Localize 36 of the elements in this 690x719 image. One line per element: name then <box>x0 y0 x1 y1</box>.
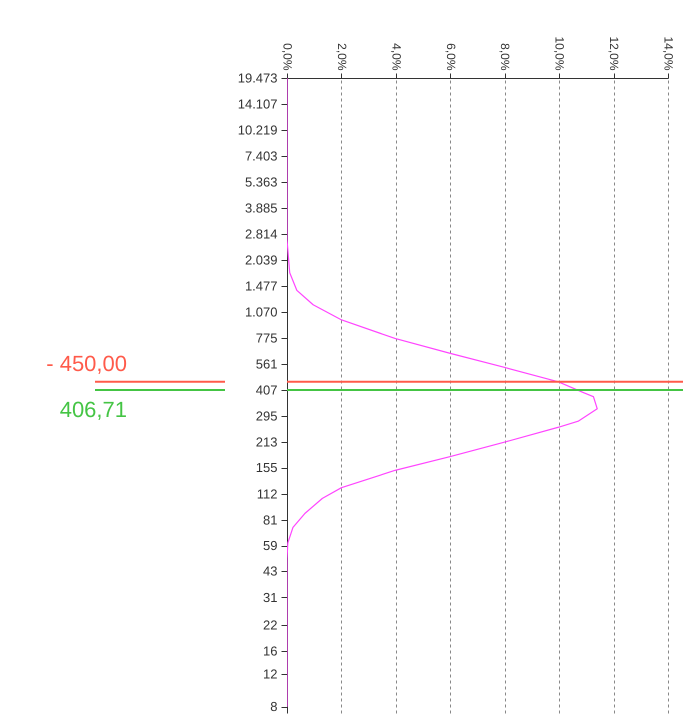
y-tick-label: 295 <box>256 408 278 424</box>
x-tick-label: 12,0% <box>607 36 622 71</box>
y-tick-label: 7.403 <box>244 148 278 164</box>
y-tick-label: 22 <box>263 618 278 633</box>
y-tick-label: 775 <box>256 330 278 346</box>
y-tick-label: 2.814 <box>244 226 278 242</box>
y-tick-label: 213 <box>256 434 278 450</box>
x-tick-label: 14,0% <box>662 36 676 71</box>
x-tick-label: 10,0% <box>552 36 567 71</box>
ref-line-label: 406,71 <box>60 396 127 422</box>
y-tick-label: 31 <box>263 590 278 605</box>
y-tick-label: 1.477 <box>244 278 278 294</box>
y-tick-label: 14.107 <box>238 96 278 112</box>
y-tick-label: 59 <box>263 538 278 554</box>
y-tick-label: 155 <box>256 460 278 476</box>
y-tick-label: 407 <box>256 382 278 398</box>
y-tick-label: 43 <box>263 564 278 579</box>
y-tick-label: 3.885 <box>244 200 278 216</box>
x-tick-label: 6,0% <box>444 43 458 71</box>
y-tick-label: 561 <box>256 356 278 372</box>
y-tick-label: 81 <box>263 512 278 528</box>
x-tick-label: 4,0% <box>389 43 404 71</box>
x-tick-label: 8,0% <box>498 43 512 71</box>
x-tick-label: 0,0% <box>280 43 294 71</box>
y-tick-label: 12 <box>263 666 278 682</box>
y-tick-label: 10.219 <box>238 122 278 138</box>
y-tick-label: 1.070 <box>244 304 278 320</box>
y-tick-label: 112 <box>256 486 278 502</box>
y-tick-label: 5.363 <box>244 174 278 190</box>
y-tick-label: 2.039 <box>244 252 278 268</box>
line-series <box>287 78 598 708</box>
y-tick-label: 19.473 <box>238 70 278 86</box>
y-tick-label: 16 <box>263 643 278 658</box>
text: - 450,00 <box>46 350 127 376</box>
y-tick-label: 8 <box>270 699 278 714</box>
x-tick-label: 2,0% <box>334 43 349 71</box>
